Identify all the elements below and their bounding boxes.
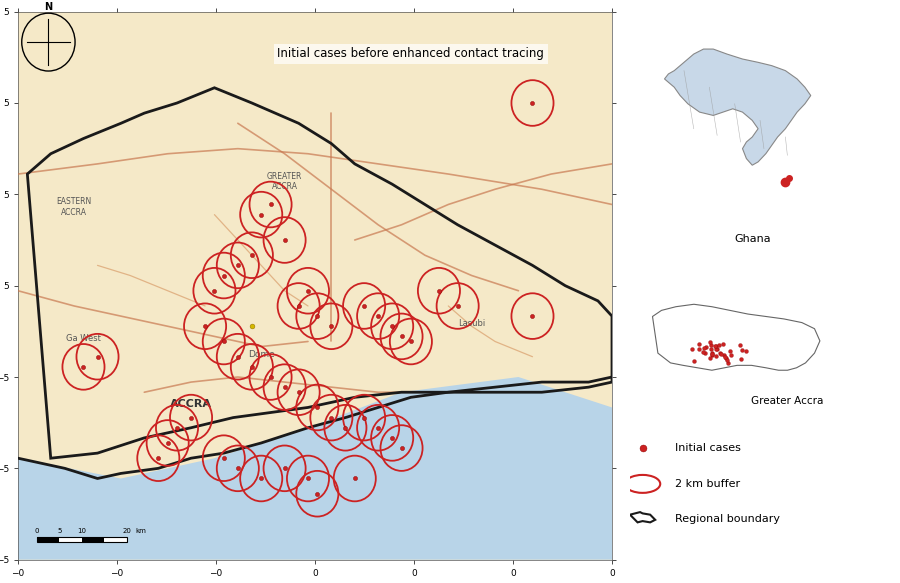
Point — [691, 344, 706, 353]
Point — [720, 355, 734, 364]
Text: 10: 10 — [77, 528, 86, 534]
Point — [721, 358, 735, 367]
Polygon shape — [18, 377, 612, 560]
Text: N: N — [44, 2, 52, 12]
Polygon shape — [664, 49, 811, 165]
Point — [706, 349, 720, 358]
Point — [724, 350, 738, 359]
Point — [684, 344, 698, 353]
Point — [708, 351, 723, 360]
Point — [698, 349, 712, 358]
Point — [696, 347, 710, 356]
Text: Ga West: Ga West — [66, 335, 101, 343]
Point — [704, 344, 718, 353]
Point — [707, 341, 722, 350]
Point — [706, 350, 720, 360]
Point — [733, 340, 747, 350]
Point — [698, 342, 713, 352]
Text: 20: 20 — [122, 528, 130, 534]
Point — [734, 345, 749, 354]
Point — [717, 353, 732, 362]
Point — [708, 345, 723, 354]
Text: Regional boundary: Regional boundary — [675, 514, 780, 524]
Point — [734, 354, 748, 363]
Text: Dome: Dome — [248, 350, 274, 359]
Text: Ghana: Ghana — [734, 234, 770, 244]
Point — [712, 340, 726, 349]
Point — [708, 342, 723, 351]
Text: Lasubi: Lasubi — [458, 319, 485, 328]
Point — [705, 348, 719, 357]
Point — [697, 344, 711, 353]
Polygon shape — [652, 304, 820, 370]
Text: ACCRA: ACCRA — [170, 399, 212, 409]
Point — [704, 340, 718, 349]
Point — [691, 340, 706, 349]
Text: 5: 5 — [57, 528, 61, 534]
Bar — [37, 537, 127, 542]
Point — [719, 353, 733, 363]
Text: km: km — [136, 528, 147, 534]
Point — [716, 339, 730, 349]
Point — [739, 346, 753, 356]
Text: EASTERN
ACCRA: EASTERN ACCRA — [57, 197, 92, 217]
Text: Initial cases: Initial cases — [675, 443, 742, 453]
Text: Greater Accra: Greater Accra — [752, 396, 824, 406]
Point — [716, 350, 731, 360]
Point — [703, 338, 717, 347]
Text: 2 km buffer: 2 km buffer — [675, 479, 741, 489]
Text: Initial cases before enhanced contact tracing: Initial cases before enhanced contact tr… — [277, 47, 544, 60]
Point — [687, 357, 701, 366]
Text: GREATER
ACCRA: GREATER ACCRA — [267, 172, 302, 191]
Text: 0: 0 — [34, 528, 39, 534]
Point — [723, 347, 737, 356]
Point — [713, 348, 727, 357]
Point — [714, 349, 728, 359]
Point — [710, 345, 724, 354]
Point — [703, 353, 717, 363]
